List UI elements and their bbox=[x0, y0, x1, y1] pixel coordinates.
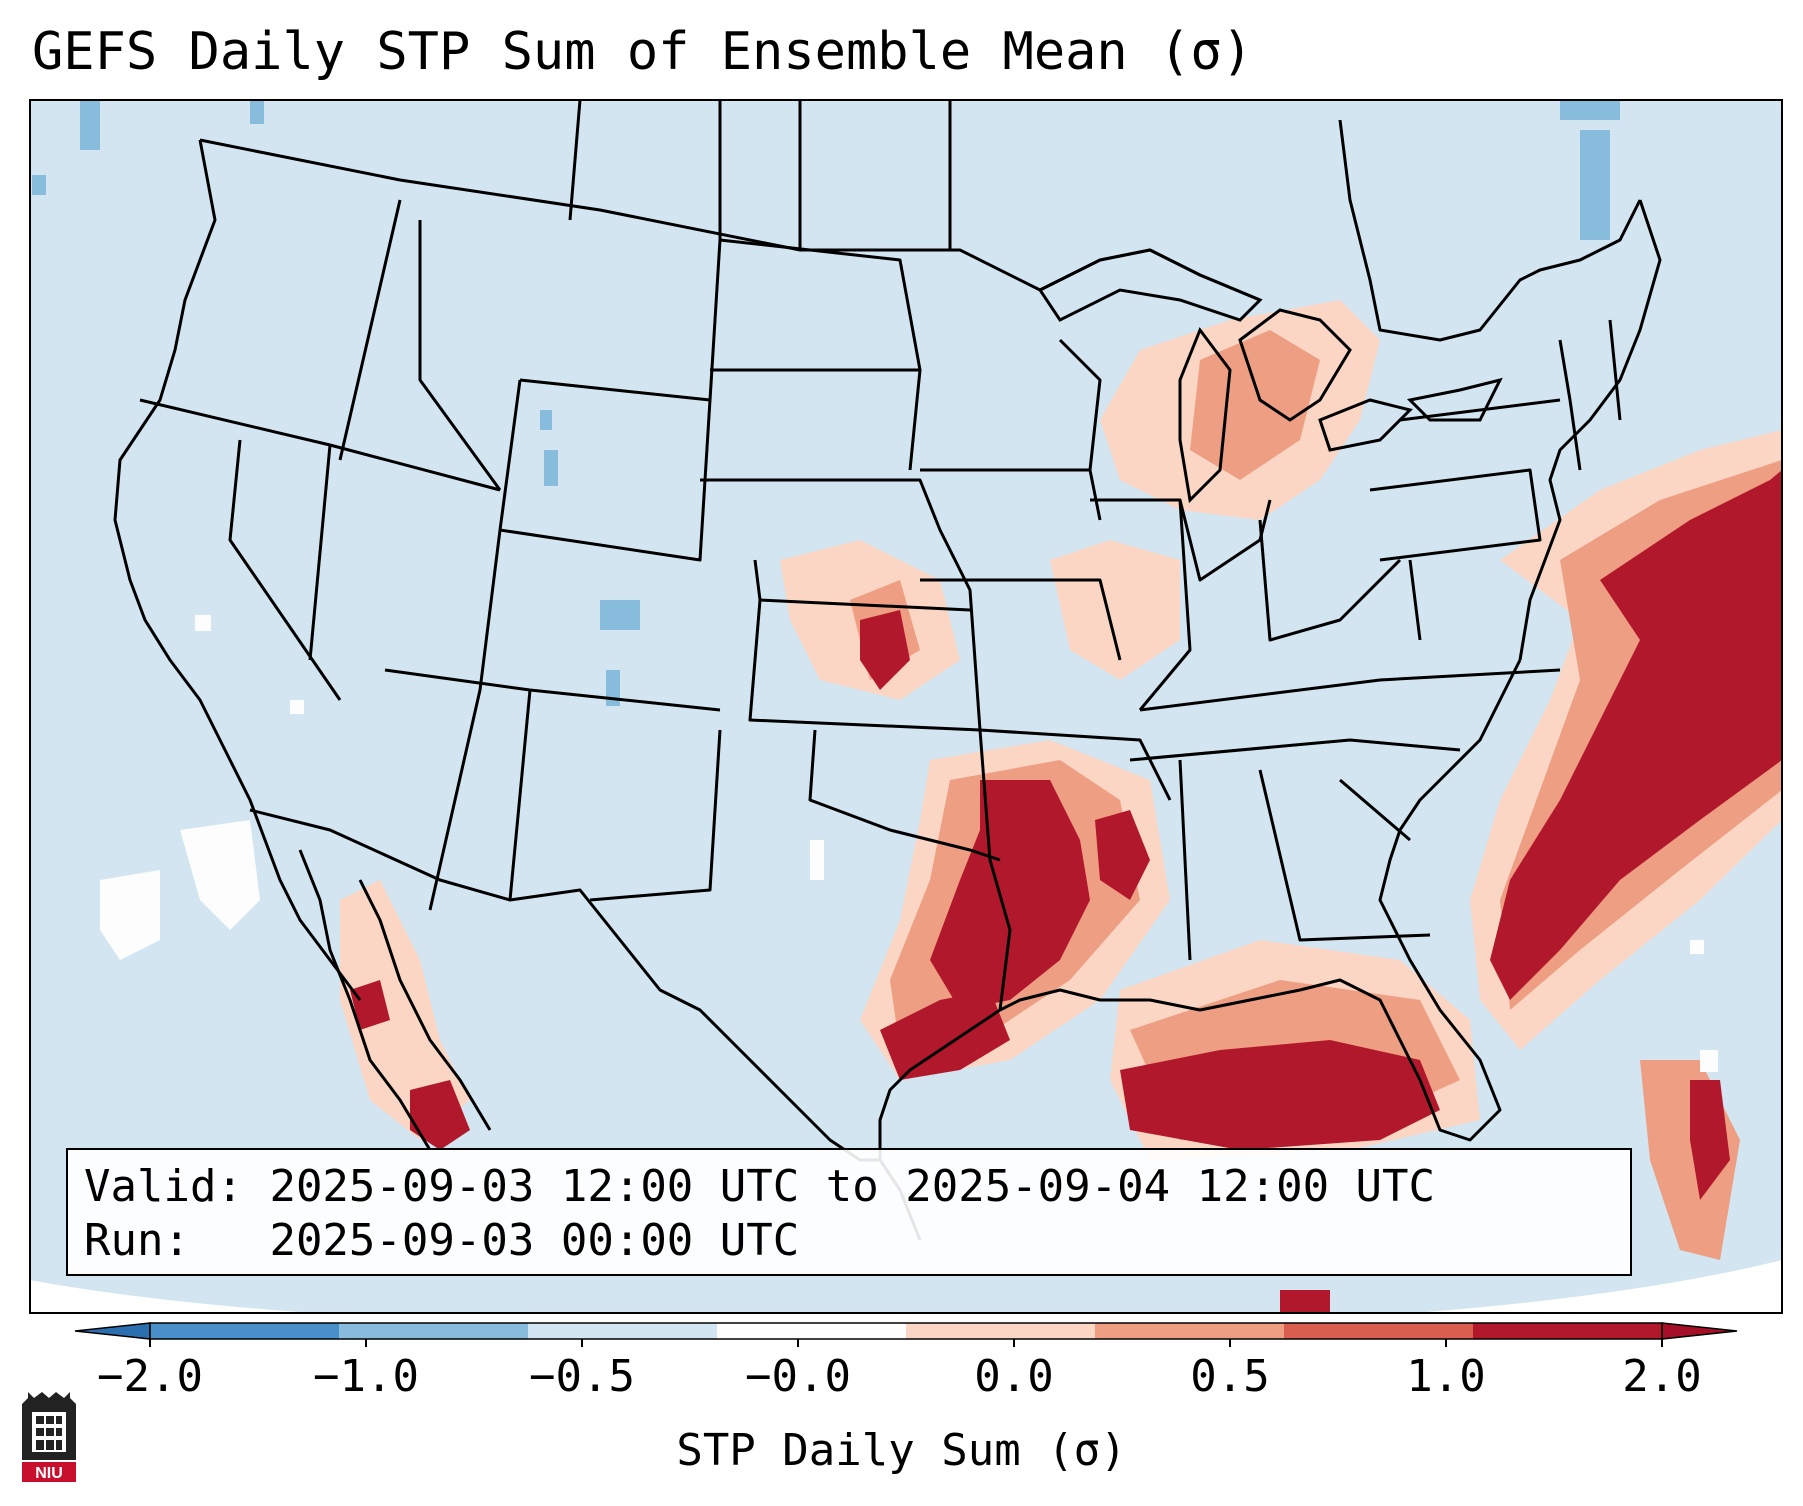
colorbar-swatches bbox=[74, 1322, 1738, 1340]
colorbar-tick-label: 0.5 bbox=[1190, 1351, 1269, 1402]
colorbar-tick-label: −1.0 bbox=[313, 1351, 419, 1402]
stp-near-zero-patches bbox=[100, 615, 1718, 1072]
colorbar-swatch bbox=[717, 1323, 906, 1339]
map-title: GEFS Daily STP Sum of Ensemble Mean (σ) bbox=[32, 22, 1253, 82]
colorbar-label: STP Daily Sum (σ) bbox=[676, 1425, 1127, 1476]
colorbar-ticks: −2.0 −1.0 −0.5 −0.0 0.0 0.5 1.0 2.0 bbox=[97, 1339, 1702, 1402]
colorbar-tick-label: −2.0 bbox=[97, 1351, 203, 1402]
valid-value: 2025-09-03 12:00 UTC to 2025-09-04 12:00… bbox=[269, 1161, 1436, 1212]
colorbar-swatch bbox=[906, 1323, 1095, 1339]
colorbar-swatch bbox=[1095, 1323, 1284, 1339]
valid-label: Valid: bbox=[84, 1161, 243, 1212]
run-label: Run: bbox=[84, 1215, 190, 1266]
colorbar-frame bbox=[149, 1322, 1663, 1340]
logo-text: NIU bbox=[35, 1465, 63, 1482]
colorbar-extend-low bbox=[74, 1322, 151, 1340]
niu-logo: NIU bbox=[22, 1392, 76, 1482]
valid-run-info-box: Valid: 2025-09-03 12:00 UTC to 2025-09-0… bbox=[66, 1148, 1632, 1276]
colorbar-swatch bbox=[528, 1323, 717, 1339]
run-value: 2025-09-03 00:00 UTC bbox=[269, 1215, 800, 1266]
colorbar-extend-high bbox=[1661, 1322, 1738, 1340]
map-border bbox=[29, 99, 1783, 1314]
state-and-country-borders bbox=[113, 100, 1662, 1241]
colorbar-swatch bbox=[339, 1323, 528, 1339]
colorbar-tick-label: 0.0 bbox=[974, 1351, 1053, 1402]
colorbar-swatch bbox=[1473, 1323, 1662, 1339]
stp-positive-regions bbox=[340, 300, 1782, 1313]
colorbar-swatch bbox=[1284, 1323, 1473, 1339]
great-lakes bbox=[1037, 248, 1503, 504]
colorbar-swatch bbox=[150, 1323, 339, 1339]
colorbar-tick-label: 1.0 bbox=[1406, 1351, 1485, 1402]
colorbar-tick-label: 2.0 bbox=[1622, 1351, 1701, 1402]
stp-negative-regions bbox=[32, 100, 1620, 706]
colorbar-tick-label: −0.5 bbox=[529, 1351, 635, 1402]
colorbar-tick-label: −0.0 bbox=[745, 1351, 851, 1402]
